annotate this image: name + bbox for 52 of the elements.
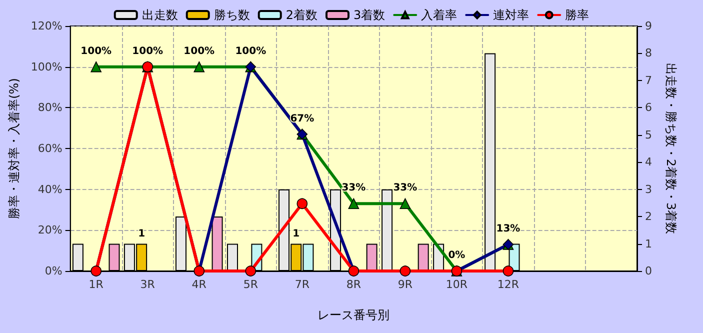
y2-tick-label: 2 (645, 210, 652, 224)
data-label: 100% (184, 46, 215, 57)
data-label: 1 (138, 228, 146, 240)
x-tick-label: 10R (446, 278, 468, 291)
y-tick-label: 0% (44, 264, 62, 278)
x-axis-title: レース番号別 (318, 308, 390, 322)
x-tick-label: 5R (243, 278, 258, 291)
y-tick-label: 40% (38, 182, 62, 196)
point (296, 198, 308, 210)
y-tick-label: 100% (30, 60, 62, 74)
y-tick-label: 60% (38, 142, 62, 155)
y-tick-label: 120% (30, 20, 62, 32)
x-tick-label: 8R (346, 278, 362, 291)
y2-axis-title: 出走数・勝ち数・2着数・3着数 (664, 62, 678, 234)
y2-tick-label: 8 (645, 46, 652, 60)
data-label: 0% (448, 250, 466, 262)
x-tick-label: 7R (294, 278, 310, 291)
y2-tick-label: 5 (645, 128, 652, 142)
y2-tick-label: 3 (645, 182, 652, 196)
point (502, 266, 514, 276)
legend-label: 勝ち数 (214, 8, 250, 22)
y2-tick-label: 6 (645, 101, 652, 114)
data-label: 13% (496, 224, 520, 235)
x-tick-label: 1R (88, 278, 104, 291)
data-label: 33% (393, 182, 418, 194)
y2-tick-label: 1 (645, 237, 652, 250)
y-tick-label: 20% (38, 224, 62, 237)
y-axis-title: 勝率・連対率・入着率(%) (7, 78, 21, 219)
legend-label: 出走数 (142, 8, 178, 22)
data-label: 100% (235, 46, 266, 57)
point (90, 61, 102, 72)
x-tick-label: 4R (192, 278, 207, 291)
x-tick-label: 3R (140, 278, 156, 291)
y2-tick-label: 4 (645, 156, 652, 169)
y-tick-label: 80% (38, 101, 62, 114)
point (194, 61, 205, 72)
data-label: 100% (80, 46, 112, 57)
point (348, 198, 360, 210)
point (245, 266, 256, 276)
data-label: 1 (292, 228, 300, 240)
y2-tick-label: 9 (645, 20, 652, 32)
legend-label: 入着率 (421, 8, 458, 22)
y2-tick-label: 7 (645, 74, 652, 87)
legend-label: 3着数 (354, 8, 386, 22)
x-tick-label: 12R (497, 278, 520, 291)
point (400, 198, 411, 210)
y2-tick-label: 0 (645, 264, 652, 278)
legend-label: 2着数 (286, 8, 318, 22)
legend-label: 勝率 (565, 8, 590, 22)
data-label: 100% (132, 46, 164, 57)
legend-label: 連対率 (493, 8, 530, 22)
x-tick-label: 9R (398, 278, 413, 291)
